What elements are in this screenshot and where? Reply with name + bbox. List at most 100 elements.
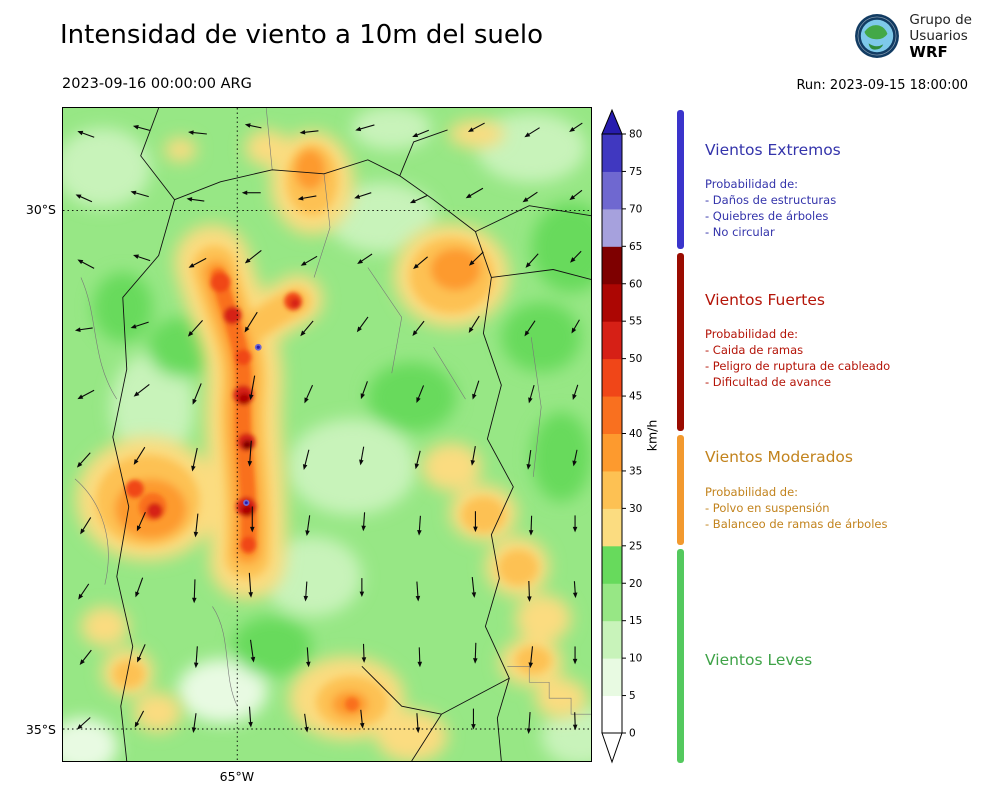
colorbar-tick-label: 10 xyxy=(629,653,642,665)
wind-arrow xyxy=(249,375,256,401)
wind-arrow xyxy=(187,319,203,337)
colorbar-band xyxy=(602,246,622,285)
wind-arrow xyxy=(524,127,540,138)
wind-arrow xyxy=(415,713,421,734)
wind-arrows-layer xyxy=(74,122,583,734)
wind-arrow xyxy=(300,320,314,337)
colorbar-tick-label: 0 xyxy=(629,728,636,740)
wind-arrow xyxy=(361,643,367,663)
legend-heading-vientos-moderados: Vientos Moderados xyxy=(705,448,853,466)
legend-heading-vientos-leves: Vientos Leves xyxy=(705,651,813,669)
wind-arrow xyxy=(297,195,317,201)
wind-arrow xyxy=(354,192,372,199)
wind-arrow xyxy=(473,642,478,664)
wind-arrow xyxy=(130,190,149,198)
colorbar-band xyxy=(602,283,622,322)
wind-arrow xyxy=(572,581,578,599)
wind-arrow xyxy=(299,129,319,135)
colorbar-tick-label: 45 xyxy=(629,391,642,403)
wind-arrow xyxy=(192,383,202,405)
colorbar-band xyxy=(602,583,622,622)
colorbar-band xyxy=(602,171,622,210)
valid-time-label: 2023-09-16 00:00:00 ARG xyxy=(62,76,252,92)
colorbar-band xyxy=(602,658,622,697)
wind-arrow xyxy=(571,319,580,334)
wind-arrow xyxy=(527,580,532,602)
legend-item: - Quiebres de árboles xyxy=(705,209,829,223)
lat-tick-label: 30°S xyxy=(25,201,56,217)
colorbar-band xyxy=(602,620,622,659)
wind-arrow xyxy=(76,452,91,468)
wind-arrow xyxy=(192,579,197,604)
colorbar-unit-label: km/h xyxy=(644,419,660,452)
colorbar-tick-label: 70 xyxy=(629,203,642,215)
legend-item: - Dificultad de avance xyxy=(705,375,832,389)
colorbar-tick-label: 25 xyxy=(629,540,642,552)
wind-arrow xyxy=(528,515,534,536)
wind-arrow xyxy=(77,130,95,138)
wind-arrow xyxy=(572,384,579,400)
wind-arrow xyxy=(472,380,480,400)
wind-arrow xyxy=(528,384,535,404)
wind-field-green-mottle xyxy=(63,108,591,761)
wind-arrow xyxy=(417,647,423,668)
wind-arrow xyxy=(355,124,375,132)
colorbar-under-arrow xyxy=(601,732,623,764)
colorbar-tick-label: 20 xyxy=(629,578,642,590)
wind-arrow xyxy=(188,257,207,268)
wind-arrow xyxy=(80,517,92,535)
legend-heading-vientos-extremos: Vientos Extremos xyxy=(705,141,841,159)
wind-arrow xyxy=(360,381,368,400)
colorbar-band xyxy=(602,321,622,360)
legend-item: - Balanceo de ramas de árboles xyxy=(705,517,888,531)
wind-arrow xyxy=(75,194,93,203)
colorbar-band xyxy=(602,358,622,397)
wind-arrow xyxy=(569,189,583,201)
wind-arrow xyxy=(412,129,429,138)
wind-arrow xyxy=(417,515,422,536)
wind-arrow xyxy=(78,583,90,600)
colorbar-band xyxy=(602,433,622,472)
wind-arrow xyxy=(305,515,311,537)
legend-item: - Polvo en suspensión xyxy=(705,501,830,515)
wind-arrow xyxy=(468,251,484,266)
wind-category-legend: Vientos Extremos Probabilidad de: - Daños … xyxy=(677,106,997,770)
wind-arrow xyxy=(193,513,199,538)
wind-arrow xyxy=(135,577,144,598)
wind-arrow xyxy=(572,449,578,467)
wind-arrow xyxy=(247,440,253,467)
wind-arrow xyxy=(357,253,373,265)
wind-arrow xyxy=(304,384,314,404)
legend-probability-label: Probabilidad de: xyxy=(705,177,799,191)
wind-arrow xyxy=(467,122,485,132)
department-borders xyxy=(74,108,591,715)
legend-details-vientos-moderados: Probabilidad de: - Polvo en suspensión - B… xyxy=(705,484,887,532)
colorbar-band xyxy=(602,134,622,172)
wind-arrow xyxy=(191,447,198,472)
wind-arrow xyxy=(133,383,150,397)
wind-arrow xyxy=(186,197,205,202)
wind-arrow xyxy=(188,130,207,135)
colorbar-over-arrow xyxy=(601,108,623,135)
wind-arrow xyxy=(79,649,92,666)
legend-probability-label: Probabilidad de: xyxy=(705,327,799,341)
colorbar-tick-label: 30 xyxy=(629,503,642,515)
wind-arrow xyxy=(244,250,262,264)
colorbar-band xyxy=(602,396,622,434)
wind-arrow xyxy=(302,449,310,471)
legend-bar-vientos-extremos xyxy=(677,110,684,249)
legend-bar-vientos-moderados xyxy=(677,435,684,545)
colorbar-band xyxy=(602,508,622,547)
colorbar-tick-label: 55 xyxy=(629,316,642,328)
wind-field-severe-cores xyxy=(125,268,359,712)
wind-arrow xyxy=(524,320,536,337)
legend-item: - Peligro de ruptura de cableado xyxy=(705,359,891,373)
logo-line2: Usuarios xyxy=(909,28,968,44)
colorbar-tick-label: 80 xyxy=(629,129,642,141)
wind-arrow xyxy=(241,190,261,196)
wind-arrow xyxy=(415,581,421,602)
wind-arrow xyxy=(133,254,151,262)
colorbar-band xyxy=(602,208,622,247)
wind-arrow xyxy=(526,712,532,734)
